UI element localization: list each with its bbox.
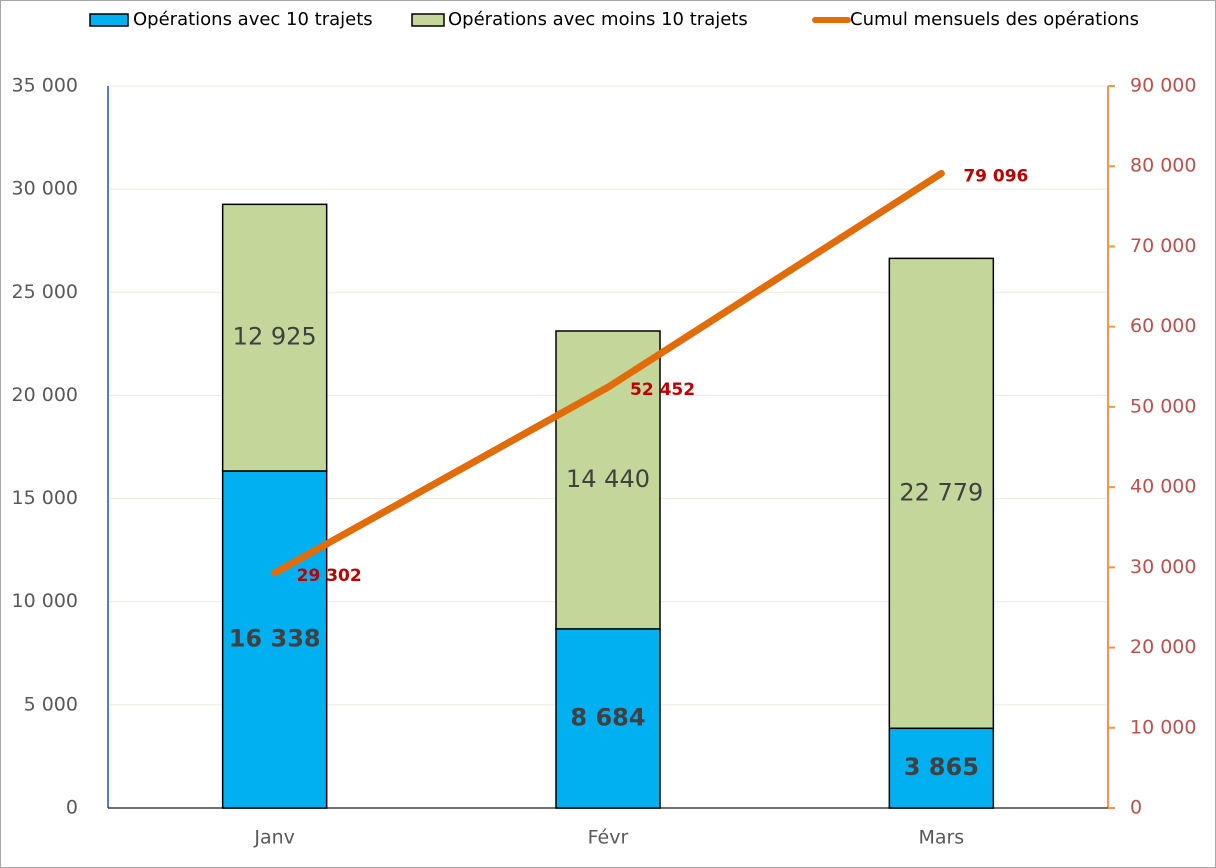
bar [221, 470, 328, 809]
y2-tick-label: 50 000 [1130, 395, 1196, 417]
y2-tick-label: 0 [1130, 797, 1142, 819]
y-tick-label: 15 000 [12, 487, 78, 509]
y-tick-label: 25 000 [12, 281, 78, 303]
y2-tick-label: 30 000 [1130, 556, 1196, 578]
y-tick-label: 20 000 [12, 384, 78, 406]
y2-tick-label: 40 000 [1130, 476, 1196, 498]
line-value-label: 79 096 [963, 166, 1028, 186]
bar [888, 727, 995, 809]
bar-value-label: 22 779 [899, 478, 983, 506]
bar-value-label: 8 684 [570, 703, 645, 731]
y2-tick-label: 70 000 [1130, 235, 1196, 257]
bar-value-label: 16 338 [229, 624, 321, 652]
bar [221, 203, 328, 472]
legend-label: Opérations avec moins 10 trajets [448, 9, 748, 30]
y-tick-label: 0 [66, 797, 78, 819]
y2-tick-label: 20 000 [1130, 636, 1196, 658]
y2-tick-label: 60 000 [1130, 315, 1196, 337]
bar [555, 330, 661, 630]
legend-swatch [411, 13, 445, 27]
legend-label: Opérations avec 10 trajets [133, 9, 373, 30]
y2-tick-label: 80 000 [1130, 155, 1196, 177]
y-tick-label: 30 000 [12, 178, 78, 200]
legend-label: Cumul mensuels des opérations [850, 9, 1139, 30]
bar [888, 257, 995, 730]
y2-tick-label: 10 000 [1130, 716, 1196, 738]
line-value-label: 52 452 [630, 380, 695, 400]
x-tick-label: Mars [918, 827, 964, 849]
y-tick-label: 5 000 [24, 693, 78, 715]
x-tick-label: Févr [588, 827, 629, 849]
y-tick-label: 10 000 [12, 590, 78, 612]
y2-tick-label: 90 000 [1130, 75, 1196, 97]
y-tick-label: 35 000 [12, 75, 78, 97]
bar-value-label: 3 865 [904, 753, 979, 781]
legend-swatch [89, 13, 129, 27]
bar-value-label: 14 440 [566, 465, 650, 493]
line-series [271, 169, 945, 577]
bar [555, 628, 661, 809]
line-value-label: 29 302 [297, 566, 362, 586]
x-tick-label: Janv [253, 827, 295, 849]
bar-value-label: 12 925 [233, 323, 317, 351]
